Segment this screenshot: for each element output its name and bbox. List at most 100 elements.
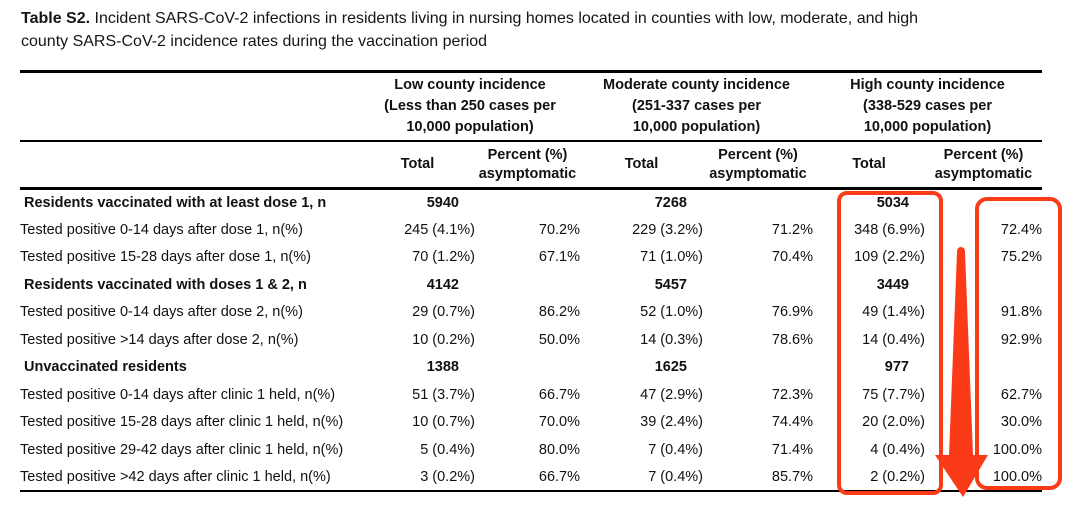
group-subtitle: 10,000 population) [632,119,761,135]
percent-cell: 67.1% [538,249,580,266]
percent-cell: 71.2% [771,221,813,238]
total-cell: 49 (1.4%) [862,304,925,321]
percent-cell: 92.9% [1000,331,1042,348]
total-cell: 4 (0.4%) [870,441,925,458]
percent-cell [475,354,580,382]
total-cell: 7268 [654,195,687,211]
caption-line-1: Table S2. Incident SARS-CoV-2 infections… [21,7,1021,30]
incidence-table: Low county incidence (Less than 250 case… [20,70,1042,492]
caption-line-2: county SARS-CoV-2 incidence rates during… [21,33,488,50]
total-cell: 3449 [876,276,909,293]
total-cell: 348 (6.9%) [854,221,925,238]
group-title: Moderate county incidence [603,77,790,93]
percent-cell: 80.0% [538,441,580,458]
group-title: Low county incidence [394,77,546,93]
total-cell: 4142 [426,276,459,293]
total-cell: 51 (3.7%) [412,386,475,403]
total-cell: 977 [884,359,909,376]
table-row: Unvaccinated residents 1388 1625 977 [20,354,1042,382]
highlight-box-high-total-column [837,191,943,495]
group-subtitle: (338-529 cases per [863,98,992,114]
percent-cell: 50.0% [538,331,580,348]
row-label: Tested positive >14 days after dose 2, n… [20,331,299,348]
percent-cell: 62.7% [1000,386,1042,403]
total-cell: 39 (2.4%) [640,414,703,431]
group-header-high: High county incidence (338-529 cases per… [813,71,1042,142]
total-cell: 245 (4.1%) [404,221,475,238]
percent-cell: 30.0% [1000,414,1042,431]
total-cell: 229 (3.2%) [632,221,703,238]
table-row: Tested positive 29-42 days after clinic … [20,436,1042,464]
table-row: Residents vaccinated with doses 1 & 2, n… [20,271,1042,299]
percent-cell [475,271,580,299]
total-cell: 5 (0.4%) [420,441,475,458]
corner-cell [20,141,360,190]
percent-cell: 66.7% [475,463,580,492]
table-row: Tested positive 0-14 days after dose 1, … [20,216,1042,244]
percent-cell [703,354,813,382]
red-down-arrow-shape [935,247,988,497]
group-header-row: Low county incidence (Less than 250 case… [20,71,1042,142]
table-caption: Table S2. Incident SARS-CoV-2 infections… [21,7,1021,53]
row-label: Tested positive 15-28 days after dose 1,… [20,249,311,266]
col-header-percent: Percent (%) asymptomatic [475,141,580,190]
total-cell: 52 (1.0%) [640,304,703,321]
total-cell: 14 (0.4%) [862,331,925,348]
percent-cell: 91.8% [1000,304,1042,321]
row-label: Tested positive 0-14 days after dose 2, … [20,304,303,321]
row-label: Tested positive 29-42 days after clinic … [20,441,344,458]
total-cell: 7 (0.4%) [580,463,703,492]
table-body: Residents vaccinated with at least dose … [20,189,1042,492]
total-cell: 1388 [426,359,459,376]
total-cell: 14 (0.3%) [640,331,703,348]
total-cell: 29 (0.7%) [412,304,475,321]
percent-cell [703,271,813,299]
row-label: Tested positive >42 days after clinic 1 … [20,463,360,492]
col-header-percent: Percent (%) asymptomatic [925,141,1042,190]
percent-cell: 78.6% [771,331,813,348]
percent-cell: 70.4% [771,249,813,266]
total-cell: 2 (0.2%) [813,463,925,492]
percent-cell: 70.0% [538,414,580,431]
percent-cell: 70.2% [538,221,580,238]
corner-cell [20,71,360,142]
subheader-row: Total Percent (%) asymptomatic Total Per… [20,141,1042,190]
row-label: Tested positive 0-14 days after clinic 1… [20,386,336,403]
table-row: Tested positive 0-14 days after clinic 1… [20,381,1042,409]
group-subtitle: (251-337 cases per [632,98,761,114]
group-title: High county incidence [850,77,1005,93]
row-label: Residents vaccinated with doses 1 & 2, n [24,276,307,293]
percent-cell: 86.2% [538,304,580,321]
table-row: Tested positive >14 days after dose 2, n… [20,326,1042,354]
percent-cell: 85.7% [703,463,813,492]
col-header-total: Total [580,141,703,190]
total-cell: 10 (0.2%) [412,331,475,348]
row-label: Residents vaccinated with at least dose … [24,195,327,211]
percent-cell: 66.7% [538,386,580,403]
highlight-box-high-percent-column [975,197,1062,490]
group-subtitle: 10,000 population) [863,119,992,135]
total-cell: 5940 [426,195,459,211]
percent-cell: 74.4% [771,414,813,431]
percent-cell: 100.0% [992,441,1042,458]
row-label: Tested positive 15-28 days after clinic … [20,414,344,431]
total-cell: 20 (2.0%) [862,414,925,431]
col-header-percent: Percent (%) asymptomatic [703,141,813,190]
table-row: Tested positive 15-28 days after dose 1,… [20,244,1042,272]
col-header-total: Total [360,141,475,190]
percent-cell: 75.2% [1000,249,1042,266]
total-cell: 7 (0.4%) [648,441,703,458]
group-header-moderate: Moderate county incidence (251-337 cases… [580,71,813,142]
total-cell: 1625 [654,359,687,376]
total-cell: 70 (1.2%) [412,249,475,266]
red-down-arrow [935,247,988,497]
percent-cell: 72.3% [771,386,813,403]
total-cell: 5034 [876,195,909,211]
total-cell: 75 (7.7%) [862,386,925,403]
percent-cell: 76.9% [771,304,813,321]
group-header-low: Low county incidence (Less than 250 case… [360,71,580,142]
group-subtitle: 10,000 population) [406,119,534,135]
caption-label: Table S2. [21,10,91,27]
caption-text: Incident SARS-CoV-2 infections in reside… [94,10,919,27]
